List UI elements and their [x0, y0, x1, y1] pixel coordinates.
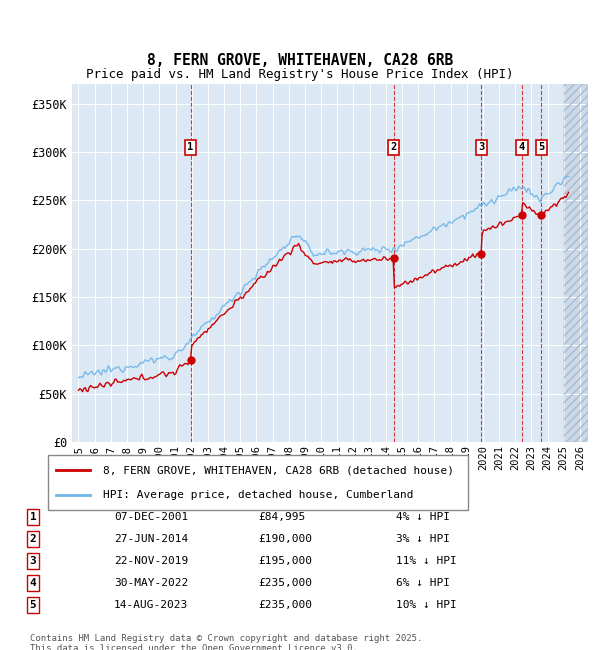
Text: 2: 2 — [391, 142, 397, 152]
Text: 5: 5 — [29, 600, 37, 610]
Text: Price paid vs. HM Land Registry's House Price Index (HPI): Price paid vs. HM Land Registry's House … — [86, 68, 514, 81]
Text: 4: 4 — [29, 578, 37, 588]
Text: £195,000: £195,000 — [258, 556, 312, 566]
Text: £84,995: £84,995 — [258, 512, 305, 522]
Text: 07-DEC-2001: 07-DEC-2001 — [114, 512, 188, 522]
Text: 3: 3 — [29, 556, 37, 566]
Bar — [564, 84, 588, 442]
Text: 2: 2 — [29, 534, 37, 544]
Text: 6% ↓ HPI: 6% ↓ HPI — [396, 578, 450, 588]
Text: 8, FERN GROVE, WHITEHAVEN, CA28 6RB (detached house): 8, FERN GROVE, WHITEHAVEN, CA28 6RB (det… — [103, 465, 454, 475]
Text: HPI: Average price, detached house, Cumberland: HPI: Average price, detached house, Cumb… — [103, 490, 413, 500]
Text: 10% ↓ HPI: 10% ↓ HPI — [396, 600, 457, 610]
Text: 4: 4 — [519, 142, 525, 152]
Text: 5: 5 — [538, 142, 545, 152]
FancyBboxPatch shape — [48, 455, 468, 510]
Text: 3: 3 — [478, 142, 484, 152]
Text: 11% ↓ HPI: 11% ↓ HPI — [396, 556, 457, 566]
Text: £190,000: £190,000 — [258, 534, 312, 544]
Text: Contains HM Land Registry data © Crown copyright and database right 2025.
This d: Contains HM Land Registry data © Crown c… — [30, 634, 422, 650]
Text: 4% ↓ HPI: 4% ↓ HPI — [396, 512, 450, 522]
Bar — [564, 84, 588, 442]
Text: £235,000: £235,000 — [258, 600, 312, 610]
Text: 8, FERN GROVE, WHITEHAVEN, CA28 6RB: 8, FERN GROVE, WHITEHAVEN, CA28 6RB — [147, 53, 453, 68]
Text: 14-AUG-2023: 14-AUG-2023 — [114, 600, 188, 610]
Text: 22-NOV-2019: 22-NOV-2019 — [114, 556, 188, 566]
Text: 30-MAY-2022: 30-MAY-2022 — [114, 578, 188, 588]
Text: £235,000: £235,000 — [258, 578, 312, 588]
Text: 1: 1 — [29, 512, 37, 522]
Text: 3% ↓ HPI: 3% ↓ HPI — [396, 534, 450, 544]
Text: 1: 1 — [187, 142, 194, 152]
Text: 27-JUN-2014: 27-JUN-2014 — [114, 534, 188, 544]
